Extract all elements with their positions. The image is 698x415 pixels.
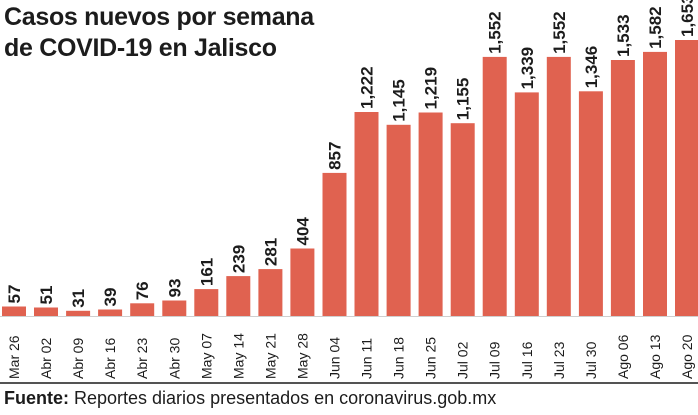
bar-may-21 <box>258 269 283 316</box>
bar-abr-23 <box>130 303 155 316</box>
value-label: 404 <box>293 217 312 246</box>
x-tick-label: Jul 09 <box>487 341 503 379</box>
source-note: Fuente: Reportes diarios presentados en … <box>4 388 496 409</box>
x-tick-label: Ago 06 <box>615 334 631 379</box>
bar-may-28 <box>290 248 315 316</box>
bar-may-07 <box>194 289 219 316</box>
bar-jul-30 <box>578 91 603 316</box>
value-label: 1,533 <box>614 14 633 57</box>
bar-jun-18 <box>386 124 411 316</box>
bar-ago-06 <box>610 60 635 316</box>
value-label: 93 <box>165 279 184 298</box>
value-label: 1,582 <box>646 6 665 49</box>
x-tick-label: Abr 30 <box>166 338 182 379</box>
bar-abr-30 <box>162 300 187 316</box>
value-label: 1,219 <box>422 67 441 110</box>
x-tick-labels-group: Mar 26 Abr 02 Abr 09 Abr 16 Abr 23 Abr 30 May … <box>0 333 698 384</box>
x-tick-label: Ago 13 <box>647 334 663 379</box>
x-tick-label: Jul 16 <box>519 341 535 379</box>
bar-abr-02 <box>34 307 58 316</box>
bar-abr-09 <box>66 310 91 316</box>
bars-group <box>0 40 698 317</box>
x-tick-label: Jul 30 <box>583 341 599 379</box>
x-tick-label: Abr 09 <box>70 338 86 379</box>
value-label: 1,653 <box>678 0 697 37</box>
bar-mar-26 <box>2 306 26 316</box>
bar-jun-25 <box>418 112 443 316</box>
x-tick-label: Abr 02 <box>38 338 54 379</box>
x-tick-label: Jun 18 <box>391 337 407 379</box>
value-label: 1,145 <box>390 79 409 122</box>
value-label: 239 <box>229 245 248 273</box>
bar-jun-04 <box>322 172 347 316</box>
value-label: 857 <box>326 142 345 170</box>
x-tick-label: Jun 11 <box>359 338 375 379</box>
value-label: 31 <box>69 289 88 308</box>
value-label: 1,346 <box>582 46 601 89</box>
value-label: 39 <box>101 288 120 307</box>
bar-jul-23 <box>546 56 571 317</box>
x-tick-label: May 28 <box>294 333 310 379</box>
x-tick-label: Jun 04 <box>327 337 343 379</box>
source-label: Fuente: <box>4 388 69 408</box>
value-labels-group: 57 51 31 39 76 93 161 239 281 404 857 1,222 1,145 1,2… <box>5 0 697 308</box>
chart-title: Casos nuevos por semana de COVID-19 en J… <box>4 2 314 64</box>
bar-jul-02 <box>450 123 475 316</box>
value-label: 1,339 <box>518 47 537 90</box>
bar-ago-20 <box>675 40 698 316</box>
x-tick-label: Jul 02 <box>455 341 471 379</box>
value-label: 1,552 <box>486 11 505 54</box>
value-label: 1,155 <box>454 78 473 121</box>
value-label: 281 <box>261 238 280 266</box>
x-tick-label: Mar 26 <box>6 335 22 379</box>
bar-abr-16 <box>98 309 123 316</box>
bar-ago-13 <box>643 51 667 317</box>
x-tick-label: May 14 <box>230 333 246 379</box>
value-label: 1,552 <box>550 11 569 54</box>
bar-jul-16 <box>514 92 539 317</box>
source-text: Reportes diarios presentados en coronavi… <box>69 388 497 408</box>
bar-jul-09 <box>482 56 507 317</box>
chart-title-line-2: de COVID-19 en Jalisco <box>4 34 277 62</box>
value-label: 76 <box>133 281 152 300</box>
x-tick-label: Abr 23 <box>134 338 150 379</box>
bar-chart: 57 51 31 39 76 93 161 239 281 404 857 1,222 1,145 1,2… <box>0 0 698 384</box>
chart-title-line-1: Casos nuevos por semana <box>4 3 314 31</box>
bar-jun-11 <box>354 112 379 316</box>
x-tick-label: Abr 16 <box>102 338 118 379</box>
x-tick-label: May 07 <box>198 333 214 379</box>
bar-may-14 <box>226 276 251 316</box>
x-tick-label: Jun 25 <box>423 337 439 379</box>
x-tick-label: Ago 20 <box>679 334 695 379</box>
value-label: 1,222 <box>358 66 377 109</box>
x-tick-label: May 21 <box>262 333 278 379</box>
x-tick-label: Jul 23 <box>551 341 567 379</box>
value-label: 51 <box>37 286 56 305</box>
value-label: 161 <box>197 258 216 286</box>
value-label: 57 <box>5 285 24 304</box>
